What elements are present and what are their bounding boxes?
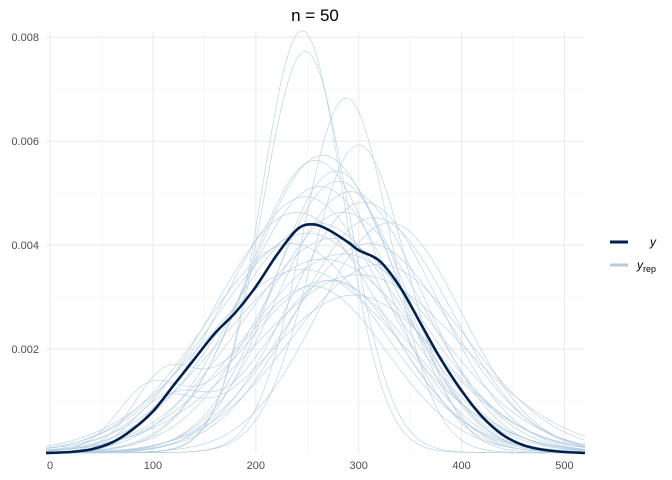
legend-label-yrep: yrep (636, 258, 656, 274)
replicate-curve (46, 97, 585, 454)
series-line-y (45, 222, 586, 455)
legend-label-y: y (649, 235, 657, 249)
legend-label-yrep-subscript: rep (643, 264, 656, 274)
y-tick-label: 0.002 (11, 344, 39, 356)
replicate-curve (45, 258, 586, 450)
replicate-curve (46, 30, 585, 454)
replicate-curve (46, 154, 586, 453)
replicate-curve (45, 274, 586, 451)
replicate-curve (46, 160, 585, 453)
x-tick-label: 200 (247, 460, 265, 472)
x-tick-label: 0 (47, 460, 53, 472)
replicate-curve (45, 186, 586, 453)
y-tick-label: 0.008 (11, 32, 39, 44)
replicate-curve (45, 243, 586, 452)
chart-title: n = 50 (291, 6, 339, 25)
replicate-curve (45, 263, 586, 453)
observed-curve (45, 222, 586, 455)
x-tick-label: 300 (350, 460, 368, 472)
y-tick-label: 0.004 (11, 240, 39, 252)
legend: y yrep (610, 235, 657, 274)
replicate-curves (45, 30, 586, 454)
replicate-curve (46, 170, 586, 454)
replicate-curve (46, 191, 586, 453)
replicate-curve (46, 279, 586, 453)
replicate-curve (46, 144, 585, 454)
replicate-curve (45, 243, 586, 453)
replicate-curve (45, 285, 586, 453)
y-tick-label: 0.006 (11, 136, 39, 148)
x-tick-label: 400 (452, 460, 470, 472)
legend-label-yrep-main: y (636, 258, 644, 272)
replicate-curve (45, 269, 586, 450)
x-axis: 0 100 200 300 400 500 (47, 460, 574, 472)
replicate-curve (45, 196, 586, 453)
replicate-curve (45, 253, 586, 452)
x-tick-label: 500 (555, 460, 573, 472)
replicate-curve (46, 50, 585, 454)
replicate-curve (46, 217, 586, 453)
x-tick-label: 100 (144, 460, 162, 472)
replicate-curve (46, 222, 586, 454)
replicate-curve (45, 294, 586, 453)
replicate-curve (45, 238, 586, 452)
y-axis: 0.002 0.004 0.006 0.008 (11, 32, 39, 356)
replicate-curve (45, 232, 586, 451)
